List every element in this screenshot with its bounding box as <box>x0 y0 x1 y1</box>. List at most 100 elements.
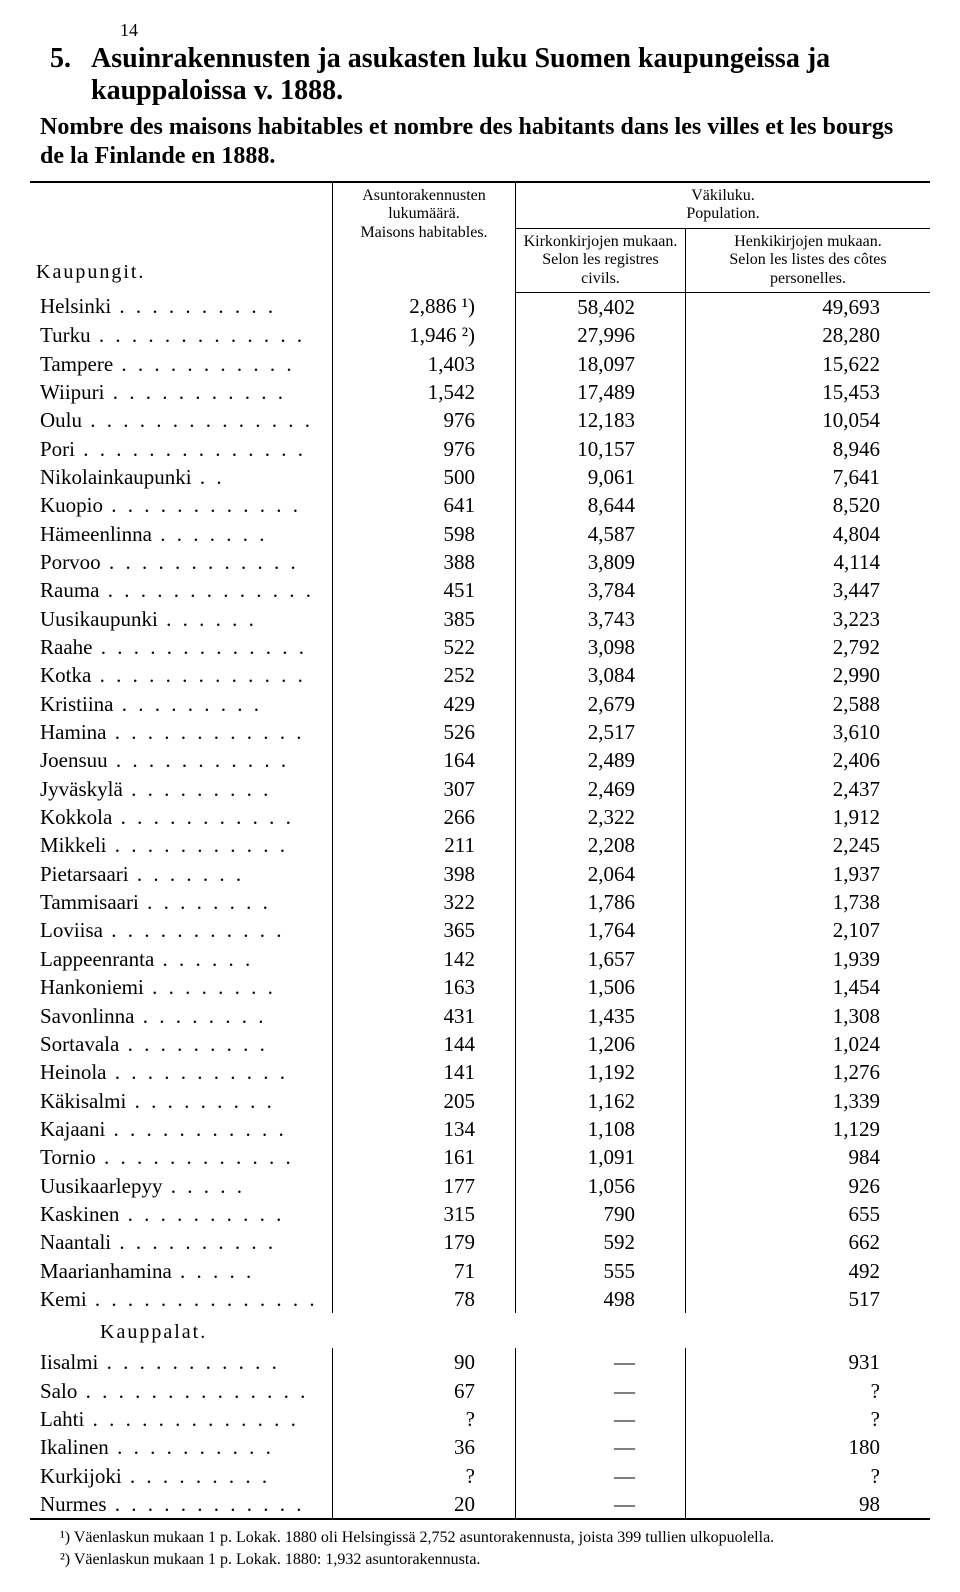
table-row: Turku . . . . . . . . . . . . . 1,946 ²)… <box>30 321 930 349</box>
table-row: Helsinki . . . . . . . . . . 2,886 ¹)58,… <box>30 292 930 321</box>
houses-value: 307 <box>333 775 516 803</box>
civil-value: 1,206 <box>516 1030 686 1058</box>
houses-value: 142 <box>333 945 516 973</box>
civil-value: 1,657 <box>516 945 686 973</box>
civil-value: 2,469 <box>516 775 686 803</box>
personal-value: 931 <box>685 1348 930 1376</box>
table-row: Tornio . . . . . . . . . . . . 1611,0919… <box>30 1143 930 1171</box>
table-row: Kemi . . . . . . . . . . . . . . 7849851… <box>30 1285 930 1313</box>
personal-value: 2,588 <box>685 690 930 718</box>
table-row: Nurmes . . . . . . . . . . . . 20—98 <box>30 1490 930 1518</box>
civil-value: 1,506 <box>516 973 686 1001</box>
title-row: 5. Asuinrakennusten ja asukasten luku Su… <box>30 43 930 107</box>
civil-value: 4,587 <box>516 520 686 548</box>
personal-value: ? <box>685 1377 930 1405</box>
houses-value: 141 <box>333 1058 516 1086</box>
houses-value: ? <box>333 1462 516 1490</box>
houses-value: 976 <box>333 406 516 434</box>
header-civil: Kirkonkirjojen mukaan. Selon les registr… <box>516 228 686 292</box>
civil-value: 1,091 <box>516 1143 686 1171</box>
city-name: Pietarsaari . . . . . . . <box>30 860 333 888</box>
houses-value: 163 <box>333 973 516 1001</box>
city-name: Mikkeli . . . . . . . . . . . <box>30 831 333 859</box>
civil-value: 3,743 <box>516 605 686 633</box>
table-row: Iisalmi . . . . . . . . . . . 90—931 <box>30 1348 930 1376</box>
header-pop-fr: Population. <box>686 205 759 222</box>
personal-value: 2,990 <box>685 661 930 689</box>
table-row: Oulu . . . . . . . . . . . . . . 97612,1… <box>30 406 930 434</box>
personal-value: 1,339 <box>685 1087 930 1115</box>
civil-value: 2,064 <box>516 860 686 888</box>
city-name: Kokkola . . . . . . . . . . . <box>30 803 333 831</box>
civil-value: — <box>516 1433 686 1461</box>
houses-value: 641 <box>333 491 516 519</box>
table-row: Rauma . . . . . . . . . . . . . 4513,784… <box>30 576 930 604</box>
table-row: Sortavala . . . . . . . . . 1441,2061,02… <box>30 1030 930 1058</box>
civil-value: 2,517 <box>516 718 686 746</box>
houses-value: 78 <box>333 1285 516 1313</box>
houses-value: 71 <box>333 1257 516 1285</box>
table-row: Pietarsaari . . . . . . . 3982,0641,937 <box>30 860 930 888</box>
city-name: Loviisa . . . . . . . . . . . <box>30 916 333 944</box>
table-row: Salo . . . . . . . . . . . . . . 67—? <box>30 1377 930 1405</box>
houses-value: 365 <box>333 916 516 944</box>
civil-value: 17,489 <box>516 378 686 406</box>
city-name: Iisalmi . . . . . . . . . . . <box>30 1348 333 1376</box>
civil-value: 1,764 <box>516 916 686 944</box>
city-name: Jyväskylä . . . . . . . . . <box>30 775 333 803</box>
houses-value: 67 <box>333 1377 516 1405</box>
table-row: Kaskinen . . . . . . . . . . 315790655 <box>30 1200 930 1228</box>
section-towns-text: Kauppalat. <box>30 1313 333 1348</box>
personal-value: 2,107 <box>685 916 930 944</box>
city-name: Ikalinen . . . . . . . . . . <box>30 1433 333 1461</box>
civil-value: 8,644 <box>516 491 686 519</box>
civil-value: 1,056 <box>516 1172 686 1200</box>
table-row: Nikolainkaupunki . . 5009,0617,641 <box>30 463 930 491</box>
city-name: Pori . . . . . . . . . . . . . . <box>30 435 333 463</box>
civil-value: — <box>516 1377 686 1405</box>
civil-value: 1,192 <box>516 1058 686 1086</box>
civil-value: 592 <box>516 1228 686 1256</box>
civil-value: 9,061 <box>516 463 686 491</box>
personal-value: 1,937 <box>685 860 930 888</box>
table-row: Raahe . . . . . . . . . . . . . 5223,098… <box>30 633 930 661</box>
personal-value: 49,693 <box>685 292 930 321</box>
title-number: 5. <box>50 43 71 75</box>
houses-value: 500 <box>333 463 516 491</box>
footnotes: ¹) Väenlaskun mukaan 1 p. Lokak. 1880 ol… <box>30 1528 930 1570</box>
footnote-2: ²) Väenlaskun mukaan 1 p. Lokak. 1880: 1… <box>30 1550 930 1570</box>
civil-value: 3,784 <box>516 576 686 604</box>
civil-value: 2,679 <box>516 690 686 718</box>
header-houses-fr: Maisons habitables. <box>360 224 487 241</box>
title-main: Asuinrakennusten ja asukasten luku Suome… <box>91 43 930 107</box>
houses-value: 385 <box>333 605 516 633</box>
city-name: Hamina . . . . . . . . . . . . <box>30 718 333 746</box>
city-name: Nikolainkaupunki . . <box>30 463 333 491</box>
personal-value: 4,804 <box>685 520 930 548</box>
houses-value: 1,542 <box>333 378 516 406</box>
personal-value: 180 <box>685 1433 930 1461</box>
civil-value: 2,489 <box>516 746 686 774</box>
page-number: 14 <box>120 20 930 41</box>
table-row: Mikkeli . . . . . . . . . . . 2112,2082,… <box>30 831 930 859</box>
header-personal-fi: Henkikirjojen mukaan. <box>734 233 882 250</box>
houses-value: 177 <box>333 1172 516 1200</box>
city-name: Maarianhamina . . . . . <box>30 1257 333 1285</box>
houses-value: 90 <box>333 1348 516 1376</box>
civil-value: 12,183 <box>516 406 686 434</box>
personal-value: 492 <box>685 1257 930 1285</box>
personal-value: 10,054 <box>685 406 930 434</box>
city-name: Lappeenranta . . . . . . <box>30 945 333 973</box>
table-row: Kuopio . . . . . . . . . . . . 6418,6448… <box>30 491 930 519</box>
houses-value: 976 <box>333 435 516 463</box>
personal-value: 517 <box>685 1285 930 1313</box>
section-towns-label: Kauppalat. <box>30 1313 930 1348</box>
city-name: Salo . . . . . . . . . . . . . . <box>30 1377 333 1405</box>
table-row: Kurkijoki . . . . . . . . . ?—? <box>30 1462 930 1490</box>
houses-value: 266 <box>333 803 516 831</box>
civil-value: 3,098 <box>516 633 686 661</box>
houses-value: 315 <box>333 1200 516 1228</box>
table-row: Hämeenlinna . . . . . . . 5984,5874,804 <box>30 520 930 548</box>
houses-value: 526 <box>333 718 516 746</box>
city-name: Porvoo . . . . . . . . . . . . <box>30 548 333 576</box>
